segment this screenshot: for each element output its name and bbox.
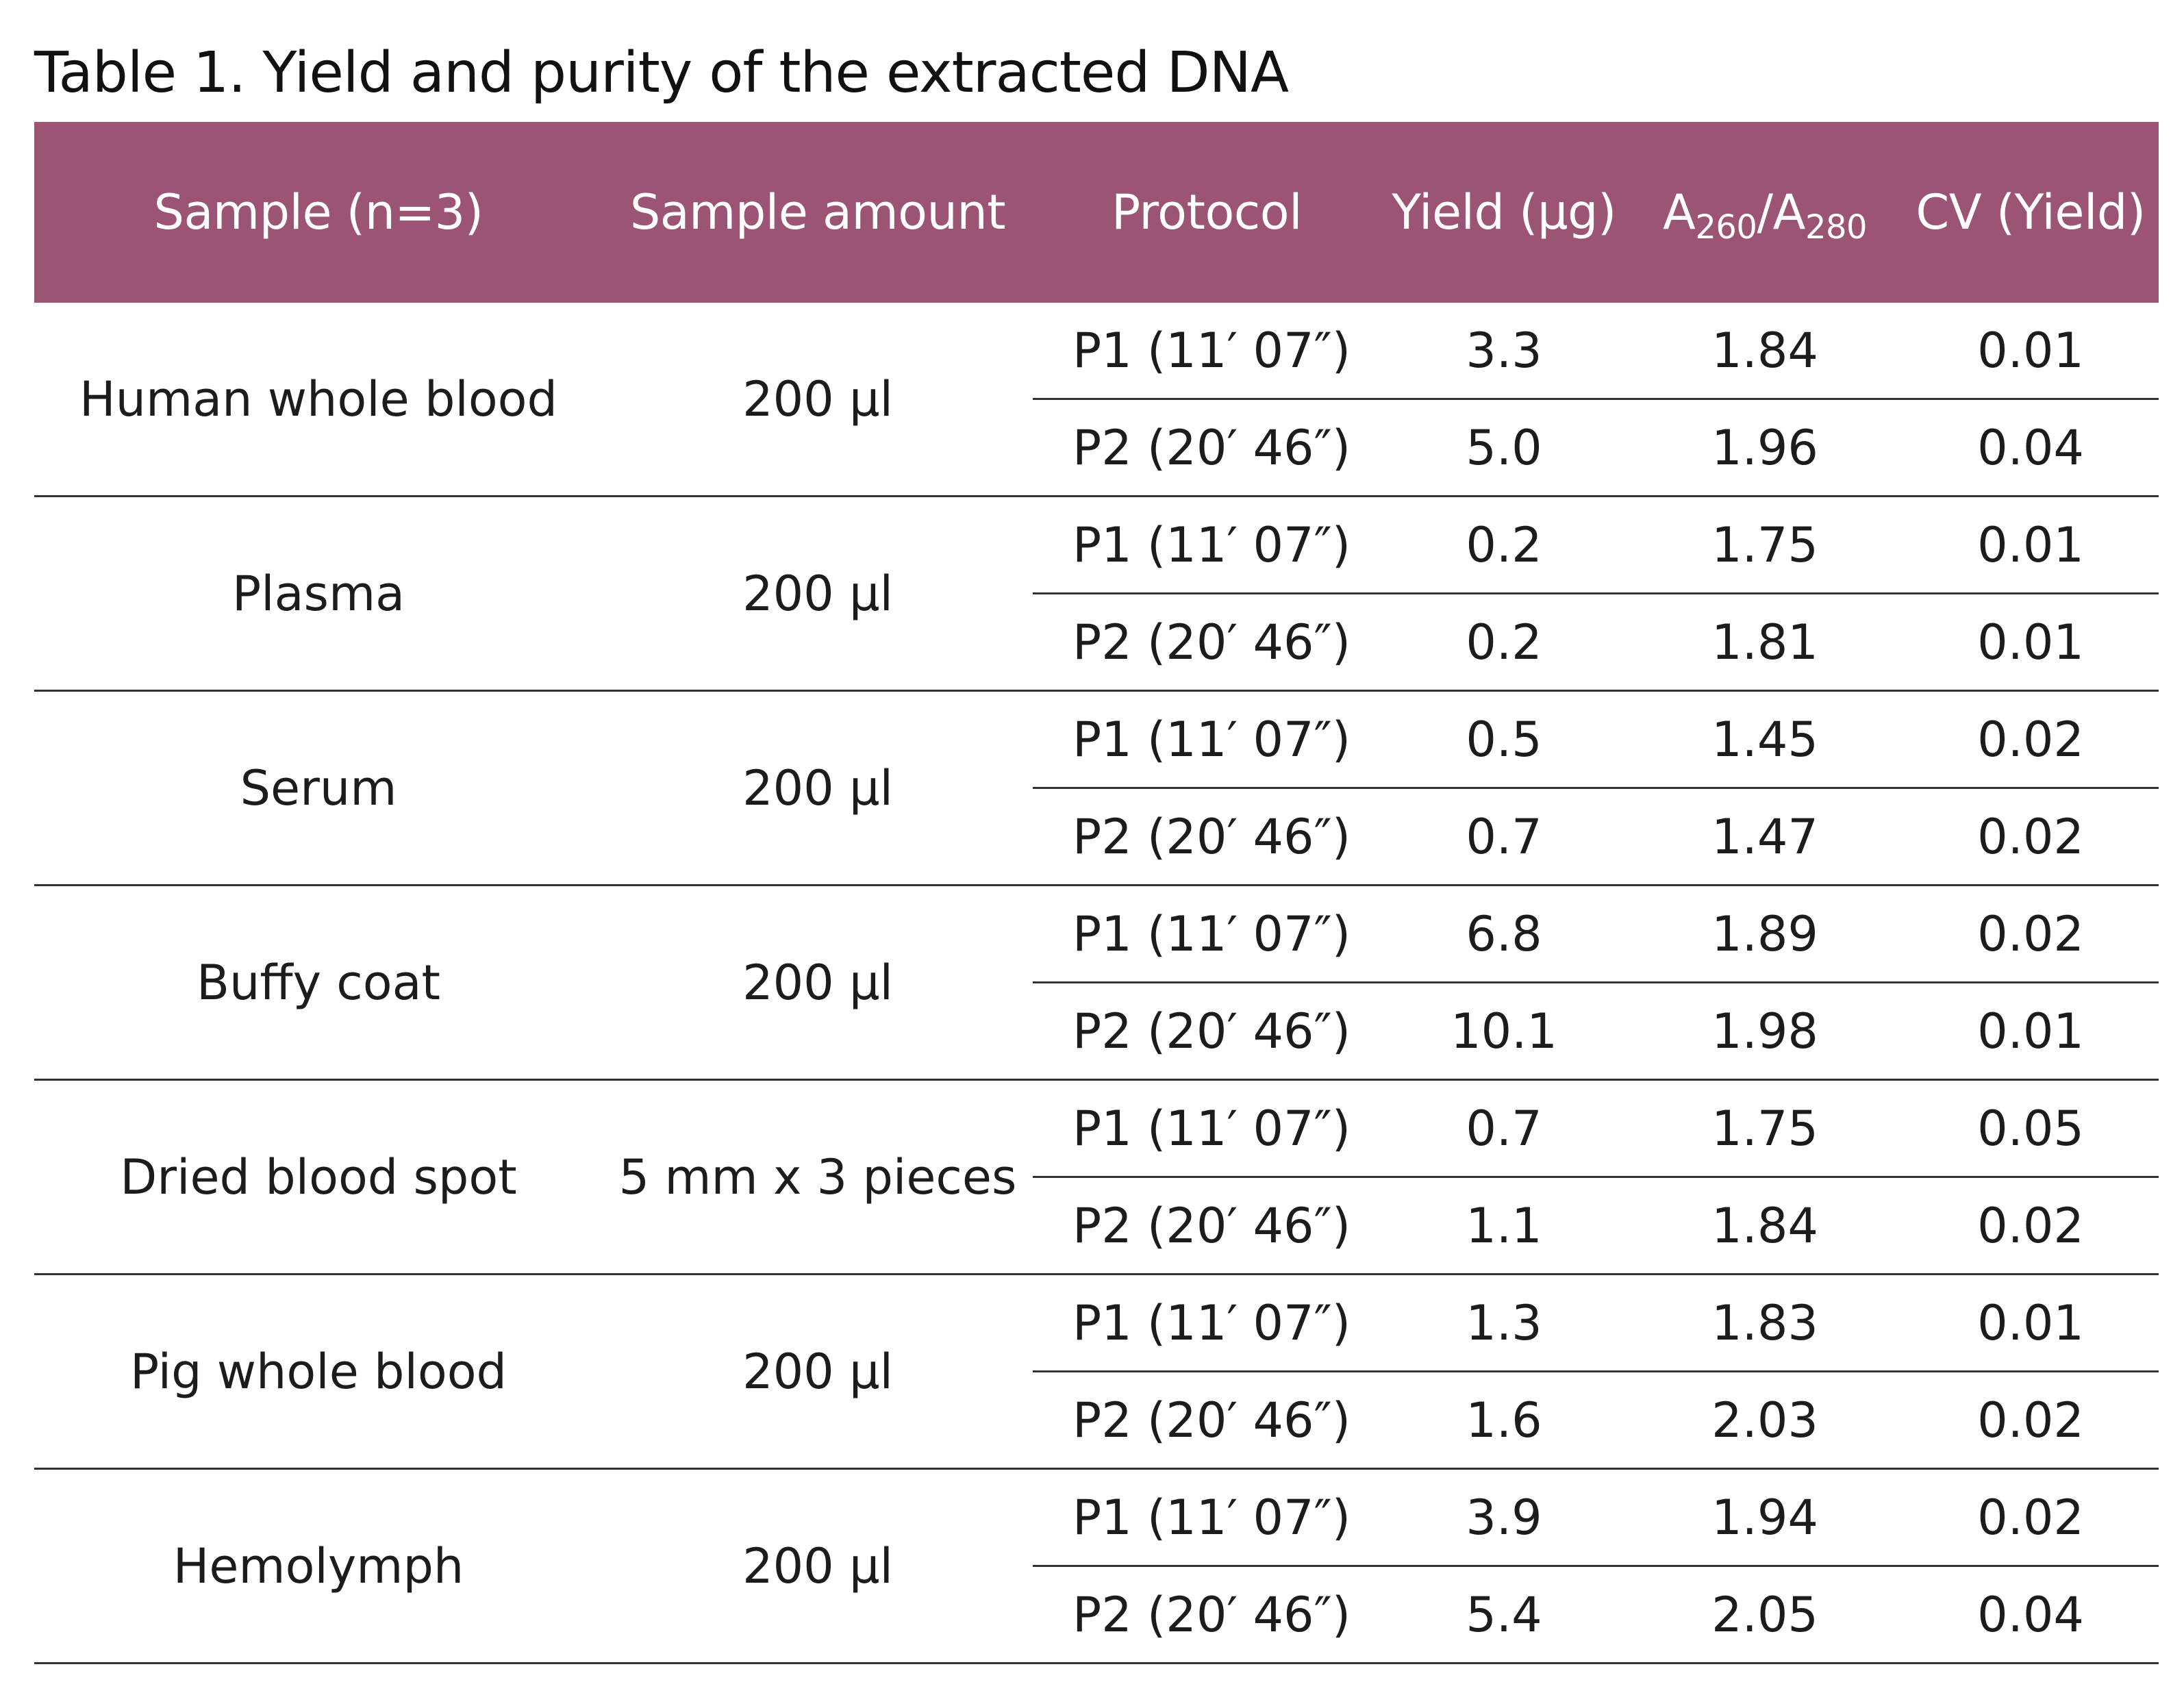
cv-cell: 0.02 (1903, 1371, 2159, 1470)
header-yield: Yield (μg) (1381, 122, 1627, 303)
protocol-cell: P2 (20′ 46″) (1033, 593, 1381, 692)
header-absorbance-ratio: A260/A280 (1627, 122, 1903, 303)
table-row: Buffy coat 200 μl P1 (11′ 07″) 6.8 1.89 0.02 (34, 885, 2159, 1081)
protocol-cell: P1 (11′ 07″) (1033, 496, 1381, 594)
dna-yield-table: Sample (n=3) Sample amount Protocol Yiel… (34, 122, 2159, 1664)
absorbance-ratio-cell: 1.83 (1627, 1274, 1903, 1372)
header-sample: Sample (n=3) (34, 122, 603, 303)
yield-cell: 5.4 (1381, 1566, 1627, 1664)
cv-cell: 0.02 (1903, 1468, 2159, 1567)
header-protocol: Protocol (1033, 122, 1381, 303)
yield-cell: 3.3 (1381, 303, 1627, 400)
protocol-cell: P1 (11′ 07″) (1033, 1079, 1381, 1178)
header-row: Sample (n=3) Sample amount Protocol Yiel… (34, 122, 2159, 303)
yield-cell: 3.9 (1381, 1468, 1627, 1567)
yield-cell: 0.5 (1381, 690, 1627, 789)
absorbance-ratio-cell: 1.75 (1627, 496, 1903, 594)
sample-amount-cell: 200 μl (603, 303, 1033, 497)
header-ratio-b-sub: 280 (1805, 208, 1868, 247)
absorbance-ratio-cell: 1.84 (1627, 1177, 1903, 1275)
cv-cell: 0.02 (1903, 788, 2159, 886)
table-row: P2 (20′ 46″) 1.1 1.84 0.02 (34, 1177, 2159, 1275)
yield-cell: 10.1 (1381, 982, 1627, 1081)
protocol-cell: P1 (11′ 07″) (1033, 690, 1381, 789)
yield-cell: 0.7 (1381, 1079, 1627, 1178)
header-sample-amount: Sample amount (603, 122, 1033, 303)
yield-cell: 1.1 (1381, 1177, 1627, 1275)
sample-amount-cell: 200 μl (603, 690, 1033, 886)
protocol-cell: P2 (20′ 46″) (1033, 1566, 1381, 1664)
sample-name-cell: Hemolymph (34, 1468, 603, 1664)
cv-cell: 0.02 (1903, 885, 2159, 983)
sample-amount-cell: 200 μl (603, 1468, 1033, 1664)
absorbance-ratio-cell: 1.75 (1627, 1079, 1903, 1178)
cv-cell: 0.01 (1903, 303, 2159, 400)
yield-cell: 5.0 (1381, 399, 1627, 497)
cv-cell: 0.01 (1903, 1274, 2159, 1372)
absorbance-ratio-cell: 1.84 (1627, 303, 1903, 400)
protocol-cell: P2 (20′ 46″) (1033, 788, 1381, 886)
absorbance-ratio-cell: 1.81 (1627, 593, 1903, 692)
header-ratio-a-sub: 260 (1695, 208, 1757, 247)
absorbance-ratio-cell: 2.03 (1627, 1371, 1903, 1470)
sample-amount-cell: 5 mm x 3 pieces (603, 1079, 1033, 1275)
sample-amount-cell: 200 μl (603, 885, 1033, 1081)
sample-amount-cell: 200 μl (603, 1274, 1033, 1470)
table-row: P2 (20′ 46″) 5.4 2.05 0.04 (34, 1566, 2159, 1664)
header-ratio-sep: /A (1757, 184, 1805, 240)
protocol-cell: P2 (20′ 46″) (1033, 982, 1381, 1081)
table-row: P2 (20′ 46″) 5.0 1.96 0.04 (34, 399, 2159, 497)
yield-cell: 1.3 (1381, 1274, 1627, 1372)
absorbance-ratio-cell: 2.05 (1627, 1566, 1903, 1664)
cv-cell: 0.01 (1903, 982, 2159, 1081)
absorbance-ratio-cell: 1.96 (1627, 399, 1903, 497)
cv-cell: 0.02 (1903, 1177, 2159, 1275)
protocol-cell: P2 (20′ 46″) (1033, 1177, 1381, 1275)
protocol-cell: P1 (11′ 07″) (1033, 1468, 1381, 1567)
sample-amount-cell: 200 μl (603, 496, 1033, 692)
table-title: Table 1. Yield and purity of the extract… (34, 40, 1289, 105)
absorbance-ratio-cell: 1.94 (1627, 1468, 1903, 1567)
yield-cell: 0.7 (1381, 788, 1627, 886)
yield-cell: 1.6 (1381, 1371, 1627, 1470)
absorbance-ratio-cell: 1.89 (1627, 885, 1903, 983)
sample-name-cell: Plasma (34, 496, 603, 692)
cv-cell: 0.05 (1903, 1079, 2159, 1178)
cv-cell: 0.04 (1903, 399, 2159, 497)
header-ratio-a: A (1662, 184, 1696, 240)
absorbance-ratio-cell: 1.47 (1627, 788, 1903, 886)
table-row: P2 (20′ 46″) 1.6 2.03 0.02 (34, 1371, 2159, 1470)
cv-cell: 0.01 (1903, 593, 2159, 692)
table-row: Pig whole blood 200 μl P1 (11′ 07″) 1.3 1.83… (34, 1274, 2159, 1470)
table-row: P2 (20′ 46″) 0.7 1.47 0.02 (34, 788, 2159, 886)
yield-cell: 0.2 (1381, 593, 1627, 692)
table-row: Serum 200 μl P1 (11′ 07″) 0.5 1.45 0.02 (34, 690, 2159, 886)
sample-name-cell: Serum (34, 690, 603, 886)
table-header: Sample (n=3) Sample amount Protocol Yiel… (34, 122, 2159, 303)
yield-cell: 0.2 (1381, 496, 1627, 594)
table-row: P2 (20′ 46″) 10.1 1.98 0.01 (34, 982, 2159, 1081)
header-cv: CV (Yield) (1903, 122, 2159, 303)
table-row: Dried blood spot 5 mm x 3 pieces P1 (11′ 0… (34, 1079, 2159, 1275)
sample-name-cell: Human whole blood (34, 303, 603, 497)
cv-cell: 0.02 (1903, 690, 2159, 789)
absorbance-ratio-cell: 1.45 (1627, 690, 1903, 789)
sample-name-cell: Buffy coat (34, 885, 603, 1081)
cv-cell: 0.01 (1903, 496, 2159, 594)
cv-cell: 0.04 (1903, 1566, 2159, 1664)
protocol-cell: P1 (11′ 07″) (1033, 1274, 1381, 1372)
table-row: Human whole blood 200 μl P1 (11′ 07″) 3.3 1.… (34, 303, 2159, 497)
protocol-cell: P1 (11′ 07″) (1033, 885, 1381, 983)
sample-name-cell: Pig whole blood (34, 1274, 603, 1470)
protocol-cell: P1 (11′ 07″) (1033, 303, 1381, 400)
absorbance-ratio-cell: 1.98 (1627, 982, 1903, 1081)
protocol-cell: P2 (20′ 46″) (1033, 1371, 1381, 1470)
sample-name-cell: Dried blood spot (34, 1079, 603, 1275)
protocol-cell: P2 (20′ 46″) (1033, 399, 1381, 497)
table-row: P2 (20′ 46″) 0.2 1.81 0.01 (34, 593, 2159, 692)
table-body: Human whole blood 200 μl P1 (11′ 07″) 3.3 1.… (34, 303, 2159, 1664)
table-row: Plasma 200 μl P1 (11′ 07″) 0.2 1.75 0.01 (34, 496, 2159, 692)
table-row: Hemolymph 200 μl P1 (11′ 07″) 3.9 1.94 0.02 (34, 1468, 2159, 1664)
yield-cell: 6.8 (1381, 885, 1627, 983)
